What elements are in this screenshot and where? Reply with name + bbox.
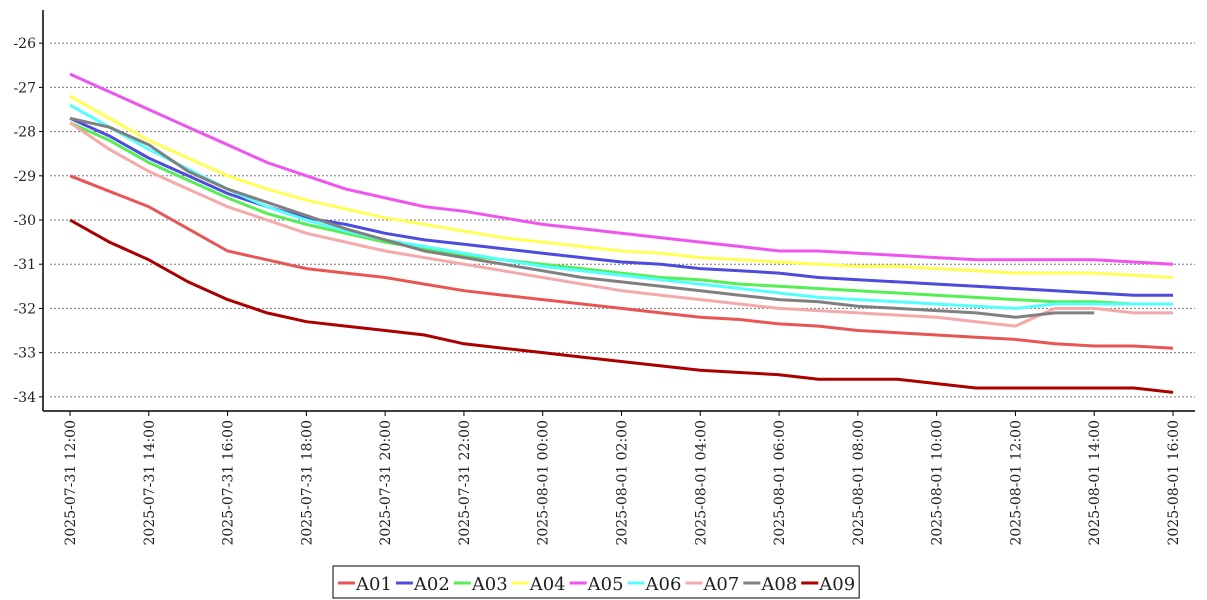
x-tick-label: 2025-08-01 10:00 (930, 420, 946, 546)
x-tick-label: 2025-07-31 16:00 (221, 420, 237, 546)
y-tick-label: -28 (13, 125, 36, 141)
series-line (69, 103, 1173, 310)
legend-box (332, 565, 860, 599)
legend-label: A09 (818, 574, 855, 595)
x-tick-label: 2025-07-31 14:00 (142, 420, 158, 546)
legend-label: A04 (529, 574, 566, 595)
y-tick-label: -30 (13, 213, 36, 229)
x-tick-label: 2025-08-01 14:00 (1087, 420, 1103, 546)
series-line (69, 121, 1173, 328)
series-line (69, 116, 1173, 297)
y-tick-label: -26 (13, 36, 36, 52)
legend-label: A07 (702, 574, 739, 595)
legend-label: A01 (355, 574, 392, 595)
legend-label: A08 (760, 574, 797, 595)
legend-label: A02 (413, 574, 450, 595)
x-tick-label: 2025-08-01 16:00 (1166, 420, 1182, 546)
y-tick-label: -27 (13, 80, 36, 96)
y-tick-label: -29 (13, 169, 36, 185)
x-tick-label: 2025-08-01 12:00 (1008, 420, 1024, 546)
legend-label: A03 (471, 574, 508, 595)
series-line (69, 72, 1174, 266)
x-tick-label: 2025-07-31 20:00 (378, 420, 394, 546)
x-tick-label: 2025-08-01 06:00 (772, 420, 788, 546)
y-tick-label: -32 (13, 301, 36, 317)
x-tick-label: 2025-08-01 02:00 (615, 420, 631, 546)
series-line (69, 174, 1174, 350)
x-tick-label: 2025-07-31 22:00 (457, 420, 473, 546)
x-tick-label: 2025-08-01 00:00 (536, 420, 552, 546)
legend-label: A06 (645, 574, 682, 595)
y-tick-label: -34 (13, 390, 36, 406)
legend-label: A05 (587, 574, 624, 595)
x-tick-label: 2025-07-31 18:00 (299, 420, 315, 546)
x-tick-label: 2025-08-01 08:00 (851, 420, 867, 546)
series-line (69, 218, 1174, 394)
series-line (69, 116, 1095, 319)
x-tick-label: 2025-07-31 12:00 (63, 420, 79, 546)
legend: A01 A02 A03 A04 A05 A06 A07 A08 A09 (332, 565, 860, 599)
y-tick-label: -33 (13, 346, 36, 362)
series-line (69, 121, 1173, 306)
series-line (69, 94, 1174, 279)
y-tick-label: -31 (13, 257, 36, 273)
x-tick-label: 2025-08-01 04:00 (693, 420, 709, 546)
